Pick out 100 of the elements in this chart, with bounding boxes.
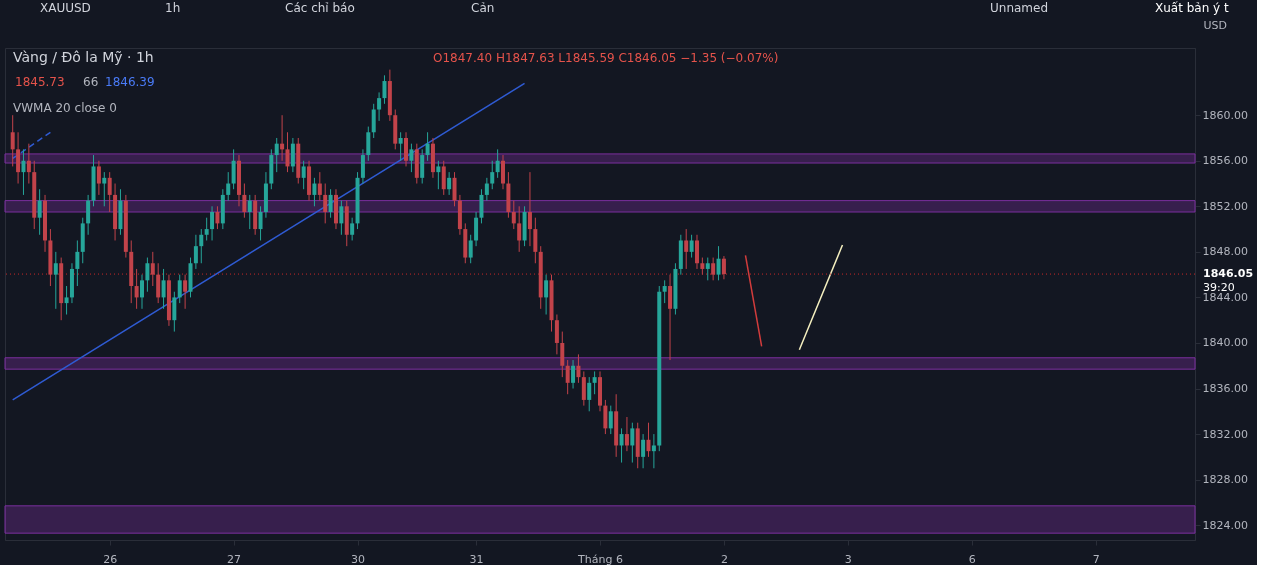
candlestick bbox=[16, 131, 21, 185]
candlestick bbox=[479, 188, 484, 224]
candlestick bbox=[96, 160, 101, 196]
candlestick bbox=[592, 370, 597, 395]
ref-line-label: 1846.05 bbox=[1203, 267, 1254, 281]
candlestick bbox=[511, 200, 516, 230]
candlestick bbox=[490, 160, 495, 190]
candlestick bbox=[517, 205, 522, 253]
candlestick bbox=[161, 268, 166, 310]
candlestick bbox=[533, 217, 538, 264]
y-tick-label: 1860.00 bbox=[1202, 108, 1248, 122]
candlestick bbox=[587, 376, 592, 412]
candlestick bbox=[172, 291, 177, 333]
candlestick bbox=[210, 205, 215, 241]
candlestick bbox=[716, 245, 721, 281]
candlestick bbox=[662, 279, 667, 304]
candlestick bbox=[705, 257, 710, 281]
candlestick bbox=[711, 257, 716, 281]
candlestick bbox=[150, 251, 155, 287]
candlestick bbox=[140, 274, 145, 310]
candlestick bbox=[651, 433, 656, 469]
candlestick bbox=[37, 188, 42, 236]
candlestick bbox=[484, 177, 489, 202]
text: Cản bbox=[471, 1, 495, 15]
text: Xuất bản ý t bbox=[1155, 1, 1230, 15]
x-tick-label: 3 bbox=[844, 552, 852, 566]
candlestick bbox=[382, 74, 387, 105]
candlestick bbox=[312, 177, 317, 207]
candlestick bbox=[231, 148, 236, 190]
candlestick bbox=[156, 262, 161, 304]
candlestick bbox=[646, 422, 651, 458]
candlestick bbox=[608, 405, 613, 435]
candlestick bbox=[436, 160, 441, 190]
candlestick bbox=[226, 171, 231, 202]
candlestick bbox=[668, 274, 673, 361]
candlestick bbox=[242, 183, 247, 219]
candlestick bbox=[328, 188, 333, 219]
y-tick-label: 1836.00 bbox=[1202, 382, 1248, 396]
candlestick bbox=[630, 422, 635, 464]
candlestick bbox=[317, 171, 322, 202]
y-tick-label: 1832.00 bbox=[1202, 427, 1248, 441]
candlestick bbox=[86, 194, 91, 236]
candlestick bbox=[323, 183, 328, 224]
candlestick bbox=[107, 171, 112, 213]
candlestick bbox=[290, 137, 295, 173]
text: 1h bbox=[165, 1, 181, 15]
candlestick bbox=[694, 234, 699, 270]
candlestick bbox=[301, 160, 306, 190]
candlestick bbox=[576, 353, 581, 384]
annotation: 1846.39 bbox=[105, 75, 155, 89]
candlestick bbox=[64, 285, 69, 315]
x-tick-label: 7 bbox=[1092, 552, 1100, 566]
text: Các chỉ báo bbox=[285, 1, 355, 15]
text: Unnamed bbox=[990, 1, 1049, 15]
candlestick bbox=[258, 205, 263, 241]
candlestick bbox=[145, 257, 150, 293]
candlestick bbox=[177, 274, 182, 304]
candlestick bbox=[581, 370, 586, 407]
candlestick bbox=[215, 205, 220, 230]
candlestick bbox=[21, 148, 26, 196]
candlestick bbox=[560, 331, 565, 378]
candlestick bbox=[425, 131, 430, 162]
x-tick-label: 27 bbox=[227, 552, 242, 566]
candlestick bbox=[447, 171, 452, 196]
x-tick-label: 2 bbox=[720, 552, 728, 566]
chart-title: Vàng / Đô la Mỹ · 1h bbox=[13, 49, 154, 65]
candlestick bbox=[641, 433, 646, 469]
candlestick bbox=[247, 194, 252, 230]
candlestick bbox=[603, 399, 608, 435]
candlestick bbox=[544, 274, 549, 315]
candlestick bbox=[193, 234, 198, 270]
candlestick bbox=[571, 359, 576, 390]
candlestick bbox=[339, 200, 344, 236]
candlestick bbox=[468, 234, 473, 264]
annotation: VWMA 20 close 0 bbox=[13, 101, 117, 115]
candlestick bbox=[134, 268, 139, 310]
candlestick bbox=[619, 427, 624, 464]
candlestick bbox=[527, 171, 532, 247]
y-tick-label: 1840.00 bbox=[1202, 336, 1248, 350]
candlestick bbox=[53, 251, 58, 310]
candlestick bbox=[360, 148, 365, 185]
y-tick-label: 1844.00 bbox=[1202, 290, 1248, 304]
y-tick-label: 1848.00 bbox=[1202, 245, 1248, 259]
annotation: 66 bbox=[83, 75, 99, 89]
candlestick bbox=[274, 137, 279, 173]
candlestick bbox=[684, 228, 689, 270]
candlestick bbox=[404, 131, 409, 167]
candlestick bbox=[452, 171, 457, 207]
candlestick bbox=[398, 131, 403, 162]
x-tick-label: 26 bbox=[103, 552, 118, 566]
x-tick-label: Tháng 6 bbox=[577, 552, 623, 566]
candlestick bbox=[10, 114, 15, 167]
x-tick-label: 31 bbox=[469, 552, 484, 566]
candlestick bbox=[721, 255, 726, 280]
candlestick bbox=[554, 314, 559, 355]
y-axis-title: USD bbox=[1203, 18, 1228, 32]
candlestick bbox=[495, 148, 500, 179]
y-tick-label: 1824.00 bbox=[1202, 518, 1248, 532]
candlestick bbox=[75, 239, 80, 287]
text: XAUUSD bbox=[40, 1, 91, 15]
